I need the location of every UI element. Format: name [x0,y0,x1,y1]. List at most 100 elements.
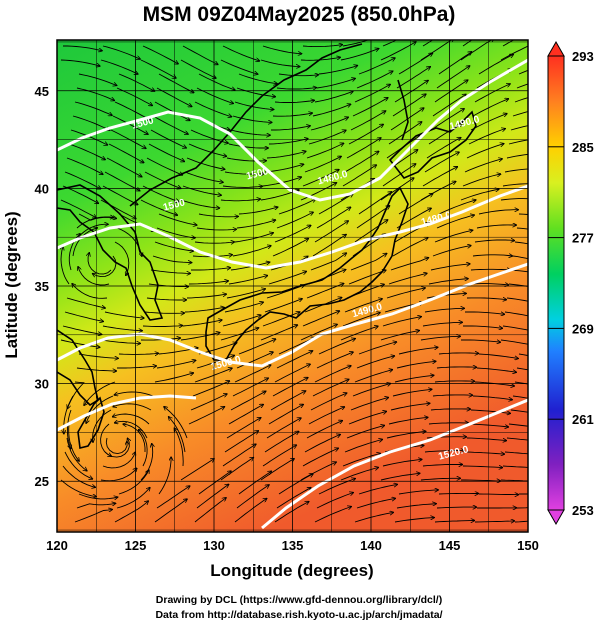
streamline [260,325,298,341]
streamline [238,339,276,355]
streamline [114,391,154,397]
streamline [502,325,528,331]
streamline [220,458,254,481]
streamline [278,199,316,215]
streamline [190,394,227,411]
streamline [380,178,414,201]
streamline [164,407,188,439]
plot-frame [56,39,529,533]
streamline [188,407,225,425]
streamline [516,507,528,509]
streamline [226,418,261,439]
streamline [104,171,140,191]
streamline [472,99,509,117]
streamline [63,45,102,51]
streamline [310,253,347,271]
streamline [186,294,226,299]
streamline [76,367,117,371]
streamline [472,395,512,400]
streamline [264,299,302,313]
streamline [156,486,190,509]
streamline [424,152,459,173]
streamline [350,398,389,411]
streamline [426,138,461,159]
streamline [194,498,226,523]
streamline [102,185,138,205]
colorbar-tick-label: 261 [572,412,594,427]
streamline [348,411,387,425]
streamline [358,342,397,355]
streamline [268,271,307,285]
streamline [62,465,95,487]
x-tick-label: 120 [46,538,68,553]
streamline [154,499,187,523]
streamline [358,484,397,495]
streamline [184,307,224,313]
streamline [302,170,339,187]
colorbar-max-triangle [547,40,565,57]
streamline [100,59,138,74]
streamline [238,207,278,215]
streamline [266,151,306,159]
streamline [508,423,528,427]
x-tick-label: 130 [203,538,225,553]
streamline [278,474,313,495]
streamline [422,40,434,47]
streamline [476,225,516,229]
streamline [462,40,473,47]
streamline [234,498,267,523]
streamline [60,479,96,497]
streamline [274,100,315,102]
streamline [502,465,528,468]
streamline [224,431,259,453]
streamline [461,480,501,481]
streamline [152,115,188,134]
streamline [512,255,528,260]
contour-line [57,262,528,368]
streamline [424,308,464,313]
streamline [228,143,268,148]
streamline [436,215,474,229]
streamline [140,59,176,78]
streamline [306,143,344,159]
streamline [302,45,343,47]
streamline [222,186,263,187]
streamline [466,437,507,441]
streamline [474,84,510,103]
streamline [234,365,271,383]
streamline [108,143,144,163]
streamline [196,484,229,509]
streamline [118,353,159,354]
streamline [186,157,225,169]
streamline [514,381,528,385]
streamline [304,156,341,173]
streamline [220,328,259,341]
streamline [271,126,310,131]
streamline [434,381,475,382]
korea-coastline [57,184,164,321]
streamline [220,199,261,201]
streamline [318,339,355,355]
x-tick-label: 140 [360,538,382,553]
streamline [78,73,117,86]
streamline [314,91,353,103]
streamline [462,466,503,468]
streamline [398,194,433,215]
streamline [274,225,311,243]
streamline [144,312,185,313]
streamline [105,437,127,455]
streamline [504,168,528,173]
streamline [60,339,100,347]
height-contours [57,58,528,530]
streamline [352,384,391,397]
streamline [100,339,140,343]
streamline [432,395,473,396]
streamline [394,518,434,523]
streamline [220,59,258,74]
credit-data: Data from http://database.rish.kyoto-u.a… [155,609,442,621]
streamline [478,353,518,359]
streamline [232,115,272,122]
streamline [140,444,153,481]
streamline [434,230,473,243]
streamline [188,143,227,156]
